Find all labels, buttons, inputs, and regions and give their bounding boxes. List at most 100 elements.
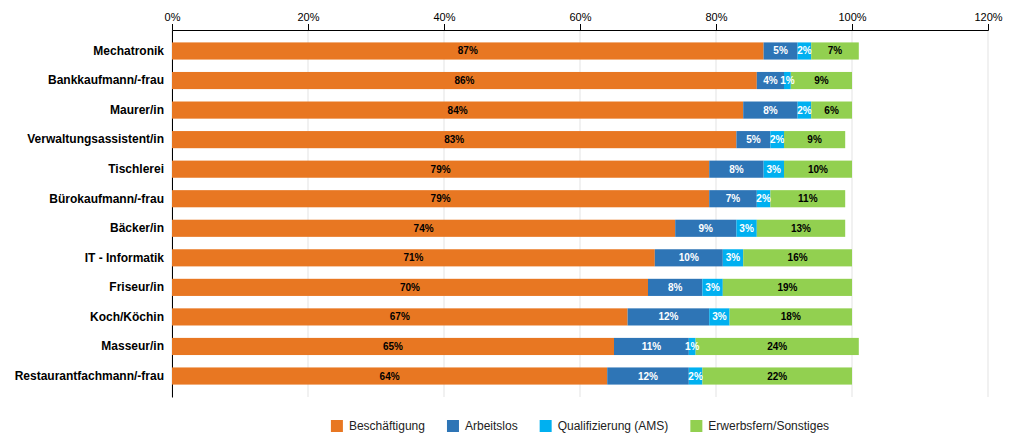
data-label: 83% <box>444 134 464 145</box>
bar <box>172 190 709 207</box>
y-tick-label: Masseur/in <box>101 339 164 353</box>
bar <box>172 279 648 296</box>
bar <box>798 42 812 59</box>
bar <box>689 367 703 384</box>
legend-swatch <box>447 420 459 432</box>
grid <box>172 30 988 397</box>
bar <box>709 308 729 325</box>
series <box>689 42 811 384</box>
x-tick-label: 80% <box>705 11 727 23</box>
bar <box>743 249 852 266</box>
bar <box>723 279 852 296</box>
legend-item: Qualifizierung (AMS) <box>540 419 669 433</box>
bar <box>798 102 812 119</box>
bar <box>607 367 689 384</box>
x-tick: 20% <box>297 11 319 30</box>
data-label: 67% <box>390 311 410 322</box>
legend-label: Arbeitslos <box>465 419 518 433</box>
y-tick: Bürokaufmann/-frau <box>49 192 172 206</box>
data-label: 7% <box>726 193 741 204</box>
y-tick: Bäcker/in <box>110 221 172 235</box>
bar <box>702 279 722 296</box>
legend-label: Qualifizierung (AMS) <box>558 419 669 433</box>
y-tick-label: Verwaltungsassistent/in <box>27 132 164 146</box>
bar <box>764 161 784 178</box>
data-label: 19% <box>777 282 797 293</box>
data-label: 2% <box>756 193 771 204</box>
bar <box>736 131 770 148</box>
y-tick-label: Restaurantfachmann/-frau <box>15 369 164 383</box>
data-label: 18% <box>781 311 801 322</box>
bar <box>172 367 607 384</box>
data-label: 13% <box>791 223 811 234</box>
bar <box>784 131 845 148</box>
bar <box>172 72 757 89</box>
bar <box>764 42 798 59</box>
y-tick: Friseur/in <box>109 280 172 294</box>
x-tick-label: 100% <box>838 11 866 23</box>
data-label: 71% <box>403 252 423 263</box>
data-label: 9% <box>807 134 822 145</box>
chart: 0%20%40%60%80%100%120%MechatronikBankkau… <box>0 0 1024 447</box>
data-label: 22% <box>767 371 787 382</box>
x-tick: 60% <box>569 11 591 30</box>
data-label: 1% <box>685 341 700 352</box>
bar <box>811 102 852 119</box>
y-tick: Restaurantfachmann/-frau <box>15 369 172 383</box>
x-tick-label: 60% <box>569 11 591 23</box>
data-label: 2% <box>797 45 812 56</box>
y-tick: Maurer/in <box>110 103 172 117</box>
legend-swatch <box>690 420 702 432</box>
bar <box>709 190 757 207</box>
legend-item: Erwerbsfern/Sonstiges <box>690 419 829 433</box>
data-label: 2% <box>688 371 703 382</box>
x-tick: 0% <box>165 11 181 30</box>
legend-swatch <box>331 420 343 432</box>
bar <box>172 131 736 148</box>
x-tick-mark <box>852 24 853 30</box>
y-tick-label: Tischlerei <box>108 162 164 176</box>
data-label: 8% <box>729 164 744 175</box>
y-tick-label: Bäcker/in <box>110 221 164 235</box>
data-label: 12% <box>638 371 658 382</box>
bar <box>675 220 736 237</box>
data-label: 84% <box>448 105 468 116</box>
x-tick-label: 40% <box>433 11 455 23</box>
y-tick-label: IT - Informatik <box>85 251 165 265</box>
y-tick-label: Maurer/in <box>110 103 164 117</box>
bar <box>770 131 784 148</box>
data-label: 10% <box>679 252 699 263</box>
bar <box>784 161 852 178</box>
bar <box>736 220 756 237</box>
series <box>607 42 797 384</box>
bar <box>791 72 852 89</box>
data-label: 86% <box>454 75 474 86</box>
legend-label: Beschäftigung <box>349 419 425 433</box>
data-label: 5% <box>773 45 788 56</box>
bar <box>655 249 723 266</box>
x-tick-mark <box>444 24 445 30</box>
data-label: 16% <box>788 252 808 263</box>
y-tick: Tischlerei <box>108 162 172 176</box>
data-label: 3% <box>705 282 720 293</box>
data-label: 79% <box>431 193 451 204</box>
y-tick-label: Bankkaufmann/-frau <box>48 73 164 87</box>
data-label: 12% <box>658 311 678 322</box>
series <box>172 42 764 384</box>
bar <box>702 367 852 384</box>
data-label: 3% <box>767 164 782 175</box>
data-label: 4% <box>763 75 778 86</box>
y-tick-label: Mechatronik <box>93 44 164 58</box>
bar <box>172 338 614 355</box>
data-label: 2% <box>797 105 812 116</box>
data-label: 9% <box>699 223 714 234</box>
data-label: 87% <box>458 45 478 56</box>
bar <box>757 190 771 207</box>
data-label: 65% <box>383 341 403 352</box>
bar <box>648 279 702 296</box>
y-tick: Verwaltungsassistent/in <box>27 132 172 146</box>
bar <box>172 161 709 178</box>
data-label: 3% <box>712 311 727 322</box>
data-label: 79% <box>431 164 451 175</box>
bar <box>628 308 710 325</box>
